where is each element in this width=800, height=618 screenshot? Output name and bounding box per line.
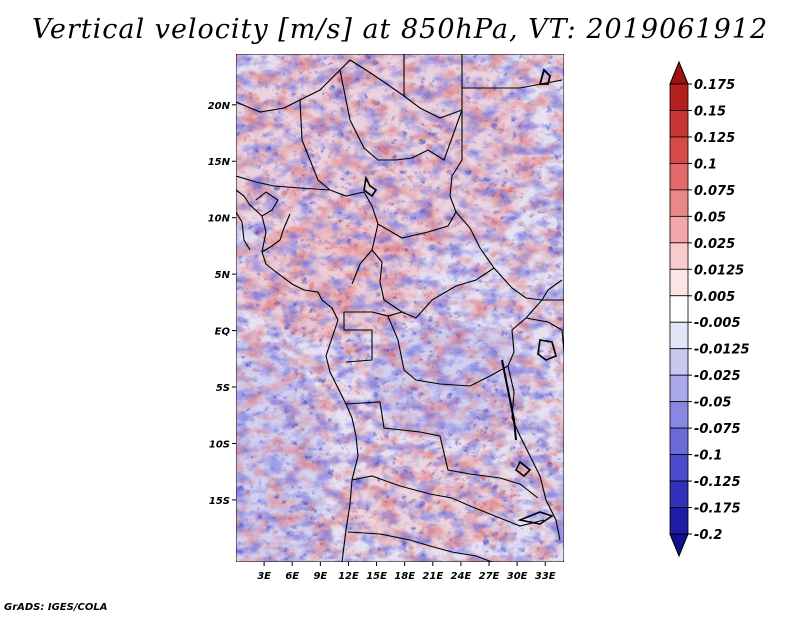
colorbar-top-arrow: [669, 60, 689, 85]
colorbar-segment: [669, 83, 689, 111]
colorbar-label: -0.0125: [694, 343, 750, 358]
colorbar-segment: [669, 454, 689, 482]
colorbar-label: 0.175: [694, 78, 735, 93]
colorbar-label: -0.025: [694, 369, 741, 384]
colorbar-label: -0.125: [694, 475, 741, 490]
colorbar: 0.175 0.15 0.125 0.1 0.075 0.05 0.025 0.0125 0.0…: [669, 60, 750, 558]
colorbar-label: 0.005: [694, 290, 735, 305]
colorbar-label: 0.025: [694, 237, 735, 252]
colorbar-label: -0.2: [694, 528, 722, 543]
colorbar-label: -0.1: [694, 449, 722, 464]
colorbar-label: -0.005: [694, 316, 741, 331]
colorbar-label: 0.0125: [694, 263, 744, 278]
colorbar-segment: [669, 163, 689, 191]
colorbar-bottom-arrow: [669, 533, 689, 558]
colorbar-segment: [669, 321, 689, 350]
colorbar-segment: [669, 480, 689, 508]
vertical-velocity-field: [236, 54, 564, 562]
country-borders: [236, 54, 564, 562]
lon-tick-label: 21E: [422, 571, 443, 582]
lat-tick-label: 15S: [209, 496, 230, 507]
chart-title: Vertical velocity [m/s] at 850hPa, VT: 2…: [31, 14, 769, 45]
colorbar-segment: [669, 215, 689, 244]
colorbar-segment: [669, 401, 689, 429]
lon-tick-label: 12E: [338, 571, 359, 582]
colorbar-label: 0.05: [694, 210, 726, 225]
lon-tick-label: 3E: [257, 571, 271, 582]
lat-tick-label: 20N: [208, 101, 231, 112]
colorbar-label: -0.05: [694, 396, 731, 411]
colorbar-segment: [669, 189, 689, 217]
colorbar-segment: [669, 242, 689, 270]
lat-tick-label: 10S: [209, 439, 230, 450]
colorbar-segment: [669, 268, 689, 297]
colorbar-label: 0.125: [694, 131, 735, 146]
lat-tick-label: 15N: [208, 157, 231, 168]
colorbar-label: -0.175: [694, 502, 741, 517]
colorbar-label: 0.15: [694, 104, 726, 119]
lat-tick-label: 5S: [216, 383, 230, 394]
colorbar-segment: [669, 427, 689, 455]
lat-tick-label: 5N: [215, 270, 231, 281]
lon-tick-label: 15E: [366, 571, 387, 582]
colorbar-segment: [669, 136, 689, 164]
lon-tick-label: 27E: [479, 571, 500, 582]
lon-tick-label: 6E: [285, 571, 299, 582]
credit-label: GrADS: IGES/COLA: [4, 602, 108, 613]
lon-tick-label: 9E: [313, 571, 327, 582]
colorbar-label: -0.075: [694, 422, 741, 437]
latitude-axis: 20N 15N 10N 5N EQ 5S 10S 15S: [208, 101, 236, 507]
colorbar-segment: [669, 348, 689, 376]
lat-tick-label: EQ: [215, 327, 231, 338]
colorbar-label: 0.1: [694, 157, 717, 172]
colorbar-segment: [669, 295, 689, 323]
colorbar-segment: [669, 110, 689, 138]
lon-tick-label: 30E: [507, 571, 528, 582]
lon-tick-label: 24E: [451, 571, 472, 582]
colorbar-segment: [669, 507, 689, 535]
colorbar-label: 0.075: [694, 184, 735, 199]
colorbar-segment: [669, 374, 689, 403]
lon-tick-label: 33E: [535, 571, 556, 582]
longitude-axis: 3E 6E 9E 12E 15E 18E 21E 24E 27E 30E 33E: [257, 562, 556, 582]
lat-tick-label: 10N: [208, 214, 231, 225]
lon-tick-label: 18E: [394, 571, 415, 582]
